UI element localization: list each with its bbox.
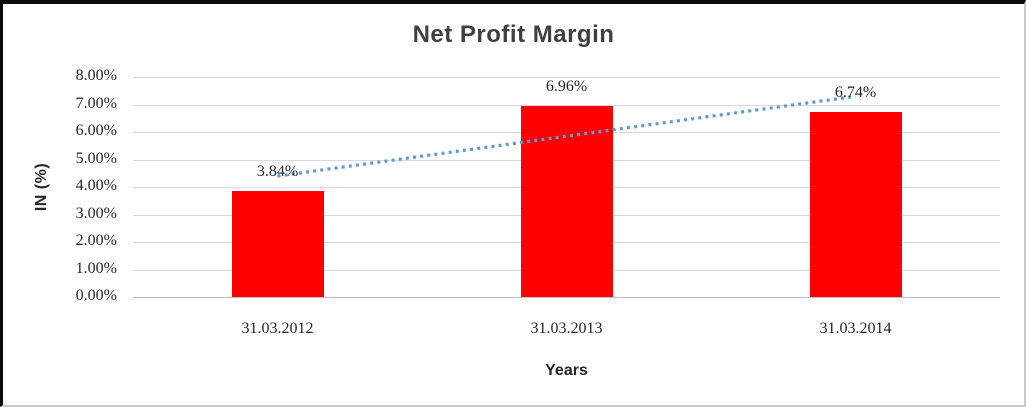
y-tick-label: 7.00% — [75, 94, 117, 112]
y-tick-label: 3.00% — [75, 204, 117, 222]
x-tick-label: 31.03.2012 — [241, 320, 314, 337]
bar-data-label: 3.84% — [256, 163, 299, 181]
bar-31.03.2012 — [231, 191, 324, 297]
bar-31.03.2014 — [809, 111, 902, 297]
x-tick-label: 31.03.2013 — [530, 320, 603, 337]
trendline-layer — [277, 94, 856, 178]
y-tick-label: 0.00% — [75, 287, 117, 304]
chart-title: Net Profit Margin — [412, 21, 615, 48]
x-axis-title: Years — [545, 362, 588, 379]
gridline — [133, 104, 1000, 106]
y-tick-label: 1.00% — [75, 259, 117, 277]
y-tick-label: 8.00% — [75, 67, 117, 84]
plot-area — [133, 77, 1000, 297]
y-tick-label: 5.00% — [75, 149, 117, 167]
x-axis-line — [133, 297, 1000, 298]
bar-data-label: 6.96% — [545, 77, 588, 95]
bar-data-label: 6.74% — [834, 83, 877, 101]
y-tick-label: 2.00% — [75, 232, 117, 249]
linear-trendline — [277, 94, 856, 178]
x-tick-label: 31.03.2014 — [819, 320, 892, 337]
gridline — [133, 77, 1000, 78]
y-tick-label: 6.00% — [75, 122, 117, 139]
bar-31.03.2013 — [520, 105, 613, 297]
y-tick-label: 4.00% — [75, 177, 117, 194]
